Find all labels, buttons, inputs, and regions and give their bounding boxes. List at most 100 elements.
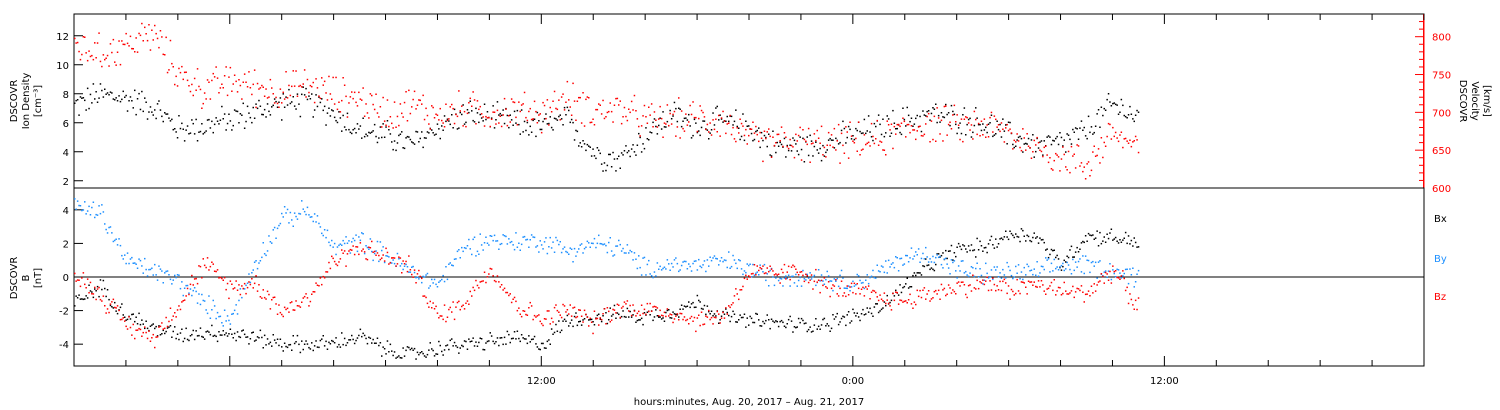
by-point [683,260,686,263]
bx-point [105,295,107,298]
bx-point [415,358,417,360]
bx-point [775,320,777,322]
bz-point [979,281,981,283]
xtick-label: 0:00 [842,376,864,387]
bz-point [1043,290,1045,292]
ion-density-point [620,152,623,154]
ion-density-point [485,118,487,121]
velocity-point [956,114,958,116]
velocity-point [1035,144,1037,146]
ion-density-point [1055,137,1057,140]
velocity-point [124,43,126,46]
ion-density-point [992,135,994,138]
ion-density-point [229,120,232,122]
bx-point [293,342,296,345]
bz-point [1102,275,1104,278]
bz-point [582,321,584,323]
ion-density-point [545,113,547,115]
ion-density-point [639,136,641,139]
bx-point [509,341,511,344]
ion-density-point [738,127,740,129]
velocity-point [141,22,143,25]
ion-density-point [678,107,680,109]
bz-point [106,308,109,310]
velocity-point [489,125,491,128]
bx-point [232,337,234,339]
velocity-point [903,120,906,123]
by-point [853,285,856,287]
by-point [134,262,136,264]
ion-density-point [243,127,246,129]
ion-density-point [1083,126,1085,129]
by-point [331,239,333,242]
ion-density-point [144,97,146,99]
bx-point [646,311,649,313]
velocity-point [95,57,97,59]
ion-density-point [889,135,891,137]
by-point [826,270,828,273]
velocity-point [121,40,123,42]
velocity-point [1013,139,1015,142]
ion-density-point [181,122,183,125]
bx-point [966,251,968,253]
by-point [1123,272,1125,275]
by-point [610,250,613,252]
bz-point [999,280,1001,283]
by-point [986,272,988,275]
velocity-point [273,102,276,104]
by-point [872,269,874,272]
bx-point [916,272,918,274]
bx-point [692,301,694,304]
velocity-point [598,103,600,105]
velocity-point [525,116,527,119]
bz-point [1059,287,1061,289]
bz-point [351,249,353,251]
ion-density-point [946,113,948,116]
bz-point [1047,287,1050,290]
ion-density-point [830,139,833,141]
bx-point [940,254,943,257]
velocity-point [343,84,346,86]
bx-point [553,331,556,334]
bz-point [642,312,644,315]
by-point [710,259,713,262]
velocity-point [950,128,953,130]
velocity-point [268,96,270,98]
ion-density-point [168,117,170,119]
bz-point [79,285,82,288]
bz-point [955,293,957,295]
velocity-point [740,122,743,125]
velocity-point [303,69,306,71]
by-point [269,241,272,243]
bx-point [156,335,159,337]
by-point [735,262,737,265]
bz-point [1056,290,1058,292]
ion-density-point [271,106,273,108]
by-point [165,270,167,273]
bz-point [114,306,116,309]
velocity-point [1116,137,1118,139]
velocity-point [550,111,553,113]
bz-point [323,277,326,279]
ion-density-point [1069,138,1071,141]
bz-point [206,257,209,259]
bx-point [478,341,480,344]
bx-point [718,322,720,324]
ion-density-point [812,155,814,157]
ion-density-point [919,115,921,118]
bx-point [773,321,776,324]
by-point [1116,268,1118,271]
by-point [797,279,800,282]
bx-point [1040,239,1043,241]
by-point [989,276,991,278]
bx-point [291,349,293,351]
bx-point [756,313,758,315]
velocity-point [542,101,544,104]
ion-density-point [896,127,898,130]
bz-point [502,289,504,291]
bx-point [453,341,456,344]
by-point [272,229,274,231]
by-point [993,266,996,268]
ion-density-point [1133,120,1135,123]
ion-density-point [475,107,477,110]
